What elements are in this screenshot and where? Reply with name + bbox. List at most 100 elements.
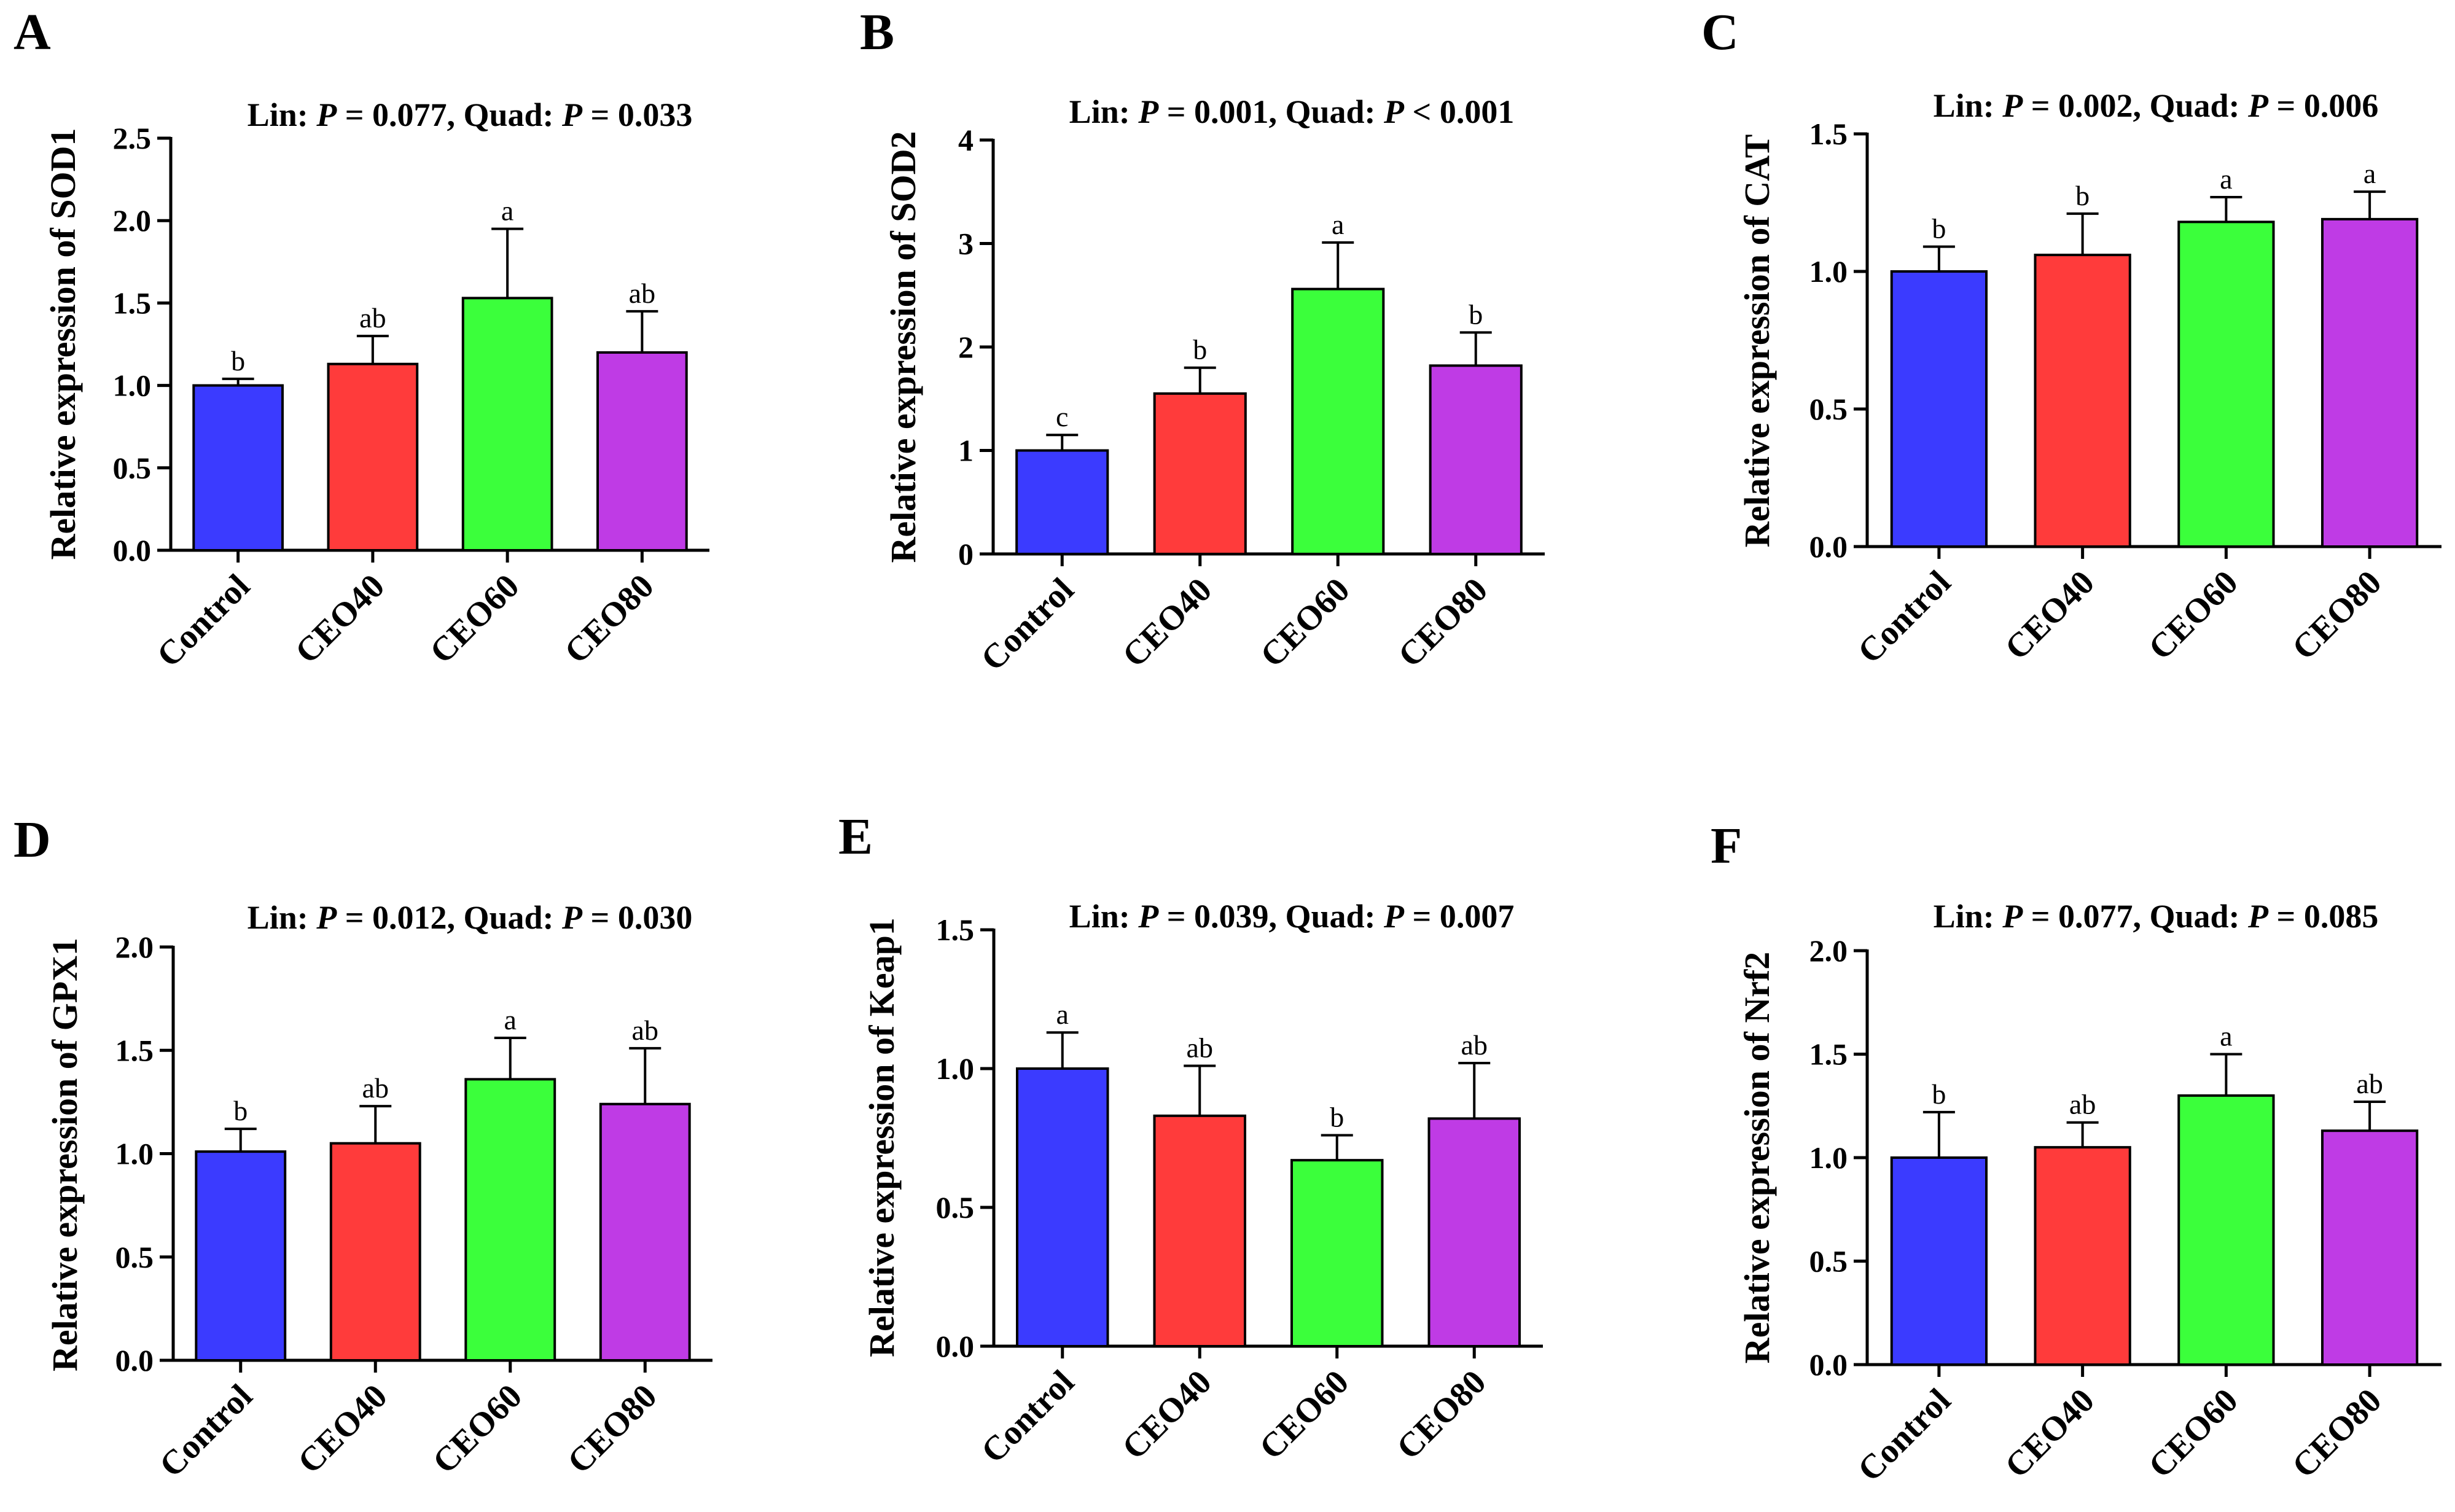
x-tick-label: CEO80 [557, 567, 661, 671]
y-tick-label: 2.0 [1809, 933, 1848, 968]
y-tick-label: 0.0 [936, 1329, 975, 1363]
title-text: = 0.001, Quad: [1158, 93, 1384, 130]
y-tick-label: 0.5 [1809, 1244, 1848, 1279]
bar-ceo80 [2320, 217, 2419, 548]
p-symbol: P [2002, 87, 2023, 124]
y-axis-label: Relative expression of SOD2 [883, 131, 923, 563]
significance-letter: a [1332, 209, 1344, 240]
x-tick-label: CEO40 [288, 567, 392, 671]
y-tick-label: 2.5 [113, 121, 152, 155]
y-tick-label: 3 [958, 227, 974, 261]
y-tick-label: 0.0 [1809, 529, 1848, 564]
title-text: = 0.002, Quad: [2023, 87, 2248, 124]
bar-ceo60 [2177, 1094, 2275, 1366]
panel-letter: F [1711, 817, 1742, 875]
chart-panel-f: F Lin: P = 0.077, Quad: P = 0.085 Relative… [1711, 817, 2441, 1489]
y-tick-label: 1.5 [1809, 117, 1848, 151]
x-tick-label: CEO80 [2285, 1381, 2389, 1485]
p-symbol: P [1138, 898, 1159, 935]
x-tick-label: Control [152, 1377, 260, 1484]
bar-control [1890, 270, 1988, 548]
significance-letter: ab [2069, 1089, 2096, 1120]
title-text: Lin: [1069, 93, 1139, 130]
bar-ceo40 [327, 362, 419, 551]
title-text: = 0.039, Quad: [1158, 898, 1384, 935]
significance-letter: ab [1187, 1032, 1213, 1063]
p-symbol: P [316, 96, 337, 133]
y-tick-label: 0.0 [115, 1343, 154, 1378]
y-tick-label: 1.5 [113, 286, 152, 320]
title-text: = 0.085 [2268, 898, 2378, 935]
panel-letter: B [860, 4, 894, 61]
panel-letter: C [1701, 4, 1739, 61]
title-text: = 0.077, Quad: [2023, 898, 2248, 935]
bar-control [1890, 1156, 1988, 1366]
title-text: < 0.001 [1404, 93, 1514, 130]
p-symbol: P [2247, 898, 2269, 935]
title-text: = 0.006 [2268, 87, 2378, 124]
p-symbol: P [1138, 93, 1159, 130]
y-tick-label: 0.0 [113, 533, 152, 567]
y-tick-label: 1.5 [1809, 1037, 1848, 1072]
x-tick-label: CEO40 [291, 1377, 394, 1481]
panel-letter: D [14, 811, 51, 868]
p-symbol: P [561, 899, 583, 936]
x-tick-label: CEO60 [2141, 1381, 2245, 1485]
y-axis-label: Relative expression of Nrf2 [1737, 952, 1777, 1364]
bar-ceo40 [1153, 392, 1247, 555]
significance-letter: a [2220, 163, 2232, 195]
bar-control [1015, 449, 1109, 555]
title-text: = 0.033 [582, 96, 692, 133]
bar-ceo80 [1429, 364, 1523, 556]
x-tick-label: Control [1851, 563, 1958, 671]
title-text: Lin: [248, 899, 317, 936]
x-tick-label: CEO40 [1998, 563, 2102, 667]
x-tick-label: CEO80 [560, 1377, 664, 1481]
y-tick-label: 1.0 [936, 1051, 975, 1086]
y-axis-label: Relative expression of SOD1 [43, 128, 83, 560]
x-tick-label: CEO60 [426, 1377, 529, 1481]
bar-ceo80 [2320, 1129, 2419, 1366]
title-text: = 0.077, Quad: [337, 96, 562, 133]
p-symbol: P [316, 899, 337, 936]
y-tick-label: 2.0 [115, 930, 154, 964]
significance-letter: b [1193, 334, 1207, 365]
chart-panel-e: E Lin: P = 0.039, Quad: P = 0.007 Relative… [838, 808, 1543, 1470]
chart-panel-c: C Lin: P = 0.002, Quad: P = 0.006 Relative… [1701, 4, 2441, 671]
chart-title: Lin: P = 0.002, Quad: P = 0.006 [1934, 87, 2379, 124]
significance-letter: b [2075, 180, 2090, 211]
significance-letter: a [2363, 158, 2376, 189]
significance-letter: ab [629, 278, 655, 309]
x-tick-label: Control [974, 1363, 1082, 1470]
y-tick-label: 2.0 [113, 203, 152, 238]
y-tick-label: 1.5 [936, 913, 975, 947]
y-tick-label: 1.5 [115, 1033, 154, 1067]
chart-title: Lin: P = 0.077, Quad: P = 0.085 [1934, 898, 2379, 935]
significance-letter: ab [1461, 1029, 1488, 1061]
bar-ceo60 [1291, 287, 1385, 555]
chart-panel-b: B Lin: P = 0.001, Quad: P < 0.001 Relative… [860, 4, 1545, 678]
significance-letter: a [504, 1004, 517, 1035]
p-symbol: P [1383, 93, 1405, 130]
significance-letter: ab [359, 302, 386, 333]
y-axis-label: Relative expression of Keap1 [862, 918, 902, 1357]
bar-ceo40 [329, 1142, 421, 1362]
chart-panel-d: D Lin: P = 0.012, Quad: P = 0.030 Relative… [14, 811, 712, 1484]
title-text: = 0.012, Quad: [337, 899, 562, 936]
x-tick-label: CEO60 [1252, 1363, 1356, 1467]
bar-ceo40 [1153, 1114, 1247, 1347]
panel-letter: E [838, 808, 873, 865]
chart-title: Lin: P = 0.012, Quad: P = 0.030 [248, 899, 693, 936]
y-tick-label: 1.0 [1809, 254, 1848, 289]
bar-control [192, 384, 284, 551]
title-text: = 0.007 [1404, 898, 1514, 935]
y-tick-label: 0.5 [936, 1190, 975, 1225]
bar-control [195, 1150, 287, 1362]
y-tick-label: 4 [958, 123, 974, 157]
y-tick-label: 1.0 [115, 1137, 154, 1171]
significance-letter: ab [2356, 1068, 2383, 1099]
x-tick-label: CEO60 [423, 567, 526, 671]
x-tick-label: CEO60 [1253, 571, 1357, 674]
x-tick-label: CEO40 [1115, 1363, 1219, 1467]
